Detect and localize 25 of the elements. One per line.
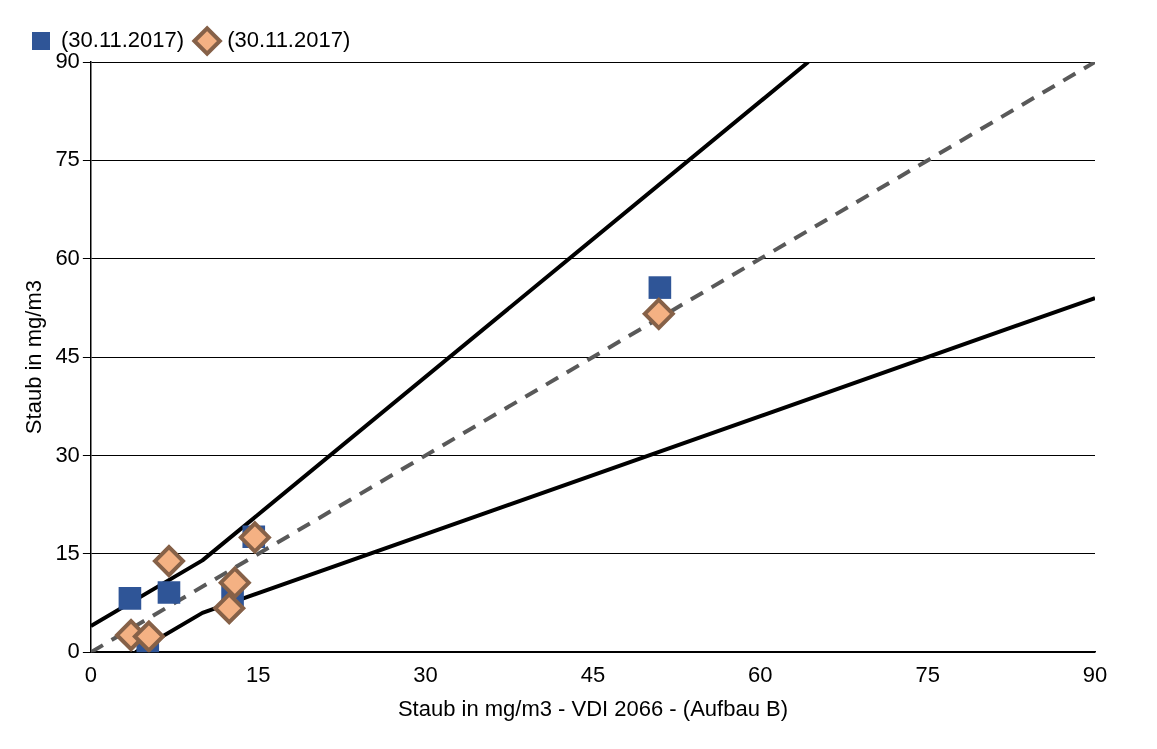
- y-axis-title: Staub in mg/m3: [21, 280, 47, 435]
- x-tick-label: 0: [84, 662, 97, 688]
- y-tick-label: 15: [55, 539, 80, 565]
- x-tick-label: 15: [245, 662, 271, 688]
- x-tick-label: 45: [580, 662, 606, 688]
- legend-label: (30.11.2017): [227, 27, 351, 53]
- y-tick-label: 30: [55, 441, 80, 467]
- y-tick-label: 60: [55, 244, 80, 270]
- y-tick-label: 45: [55, 343, 80, 369]
- x-axis-title: Staub in mg/m3 - VDI 2066 - (Aufbau B): [397, 695, 788, 721]
- y-tick-label: 75: [55, 146, 80, 172]
- legend-label: (30.11.2017): [61, 27, 185, 53]
- point: [157, 581, 181, 604]
- point: [642, 297, 675, 330]
- y-tick-label: 0: [67, 638, 80, 664]
- point: [152, 545, 185, 578]
- point: [132, 620, 165, 653]
- point: [118, 587, 142, 610]
- x-tick-label: 90: [1082, 662, 1108, 688]
- point: [213, 592, 246, 625]
- x-tick-label: 60: [748, 662, 773, 688]
- x-tick-label: 30: [413, 662, 438, 688]
- point: [648, 276, 672, 299]
- x-tick-label: 75: [915, 662, 940, 688]
- point: [218, 566, 251, 599]
